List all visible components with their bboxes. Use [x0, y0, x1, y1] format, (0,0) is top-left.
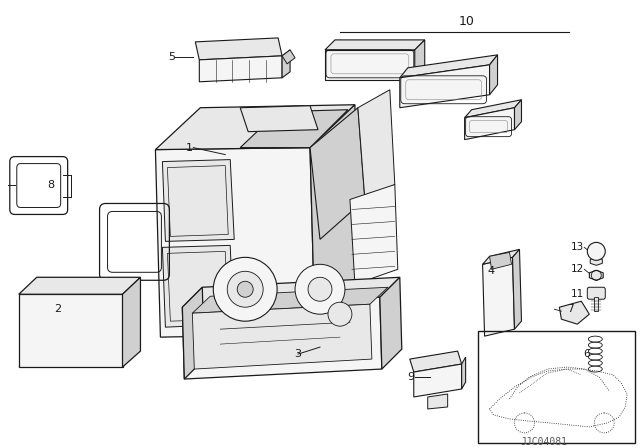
Bar: [595, 297, 598, 311]
Polygon shape: [465, 108, 515, 140]
Text: 9: 9: [408, 372, 415, 382]
Polygon shape: [589, 270, 603, 280]
Polygon shape: [461, 357, 466, 389]
Circle shape: [308, 277, 332, 301]
Text: JJC04081: JJC04081: [521, 437, 568, 447]
Text: 3: 3: [294, 349, 301, 359]
Polygon shape: [490, 55, 497, 95]
Polygon shape: [483, 250, 520, 264]
Circle shape: [213, 257, 277, 321]
Polygon shape: [193, 287, 388, 313]
Circle shape: [328, 302, 352, 326]
Text: 8: 8: [47, 180, 54, 190]
Polygon shape: [156, 148, 315, 337]
Polygon shape: [182, 277, 400, 307]
Polygon shape: [400, 55, 497, 78]
Polygon shape: [380, 277, 402, 369]
Polygon shape: [350, 185, 398, 284]
Polygon shape: [465, 100, 522, 118]
Polygon shape: [590, 257, 602, 265]
Polygon shape: [400, 65, 490, 108]
Text: 12: 12: [571, 264, 584, 274]
Circle shape: [588, 242, 605, 260]
Polygon shape: [240, 110, 348, 148]
Circle shape: [295, 264, 345, 314]
Polygon shape: [163, 246, 233, 327]
Polygon shape: [122, 277, 140, 367]
Text: 4: 4: [488, 266, 495, 276]
Polygon shape: [310, 281, 368, 349]
Polygon shape: [182, 297, 382, 379]
Polygon shape: [182, 287, 204, 379]
Polygon shape: [163, 159, 234, 241]
Polygon shape: [193, 304, 372, 369]
Text: 11: 11: [571, 289, 584, 299]
Circle shape: [237, 281, 253, 297]
Text: 1: 1: [186, 142, 193, 153]
Polygon shape: [282, 50, 295, 64]
Text: 6: 6: [584, 349, 590, 359]
Bar: [477, 331, 635, 443]
FancyBboxPatch shape: [588, 287, 605, 299]
Polygon shape: [413, 364, 461, 397]
Polygon shape: [282, 50, 290, 78]
Polygon shape: [325, 50, 415, 80]
Polygon shape: [310, 105, 358, 334]
Polygon shape: [410, 351, 461, 372]
Polygon shape: [415, 40, 425, 80]
Text: 2: 2: [54, 304, 61, 314]
Text: 10: 10: [459, 15, 475, 28]
Polygon shape: [199, 56, 282, 82]
Polygon shape: [19, 294, 122, 367]
Polygon shape: [490, 252, 511, 269]
Polygon shape: [483, 257, 515, 336]
Polygon shape: [156, 105, 355, 150]
Polygon shape: [240, 106, 318, 132]
Polygon shape: [195, 38, 282, 60]
Polygon shape: [325, 40, 425, 50]
Polygon shape: [559, 301, 589, 324]
Polygon shape: [19, 277, 140, 294]
Text: 13: 13: [571, 242, 584, 252]
Polygon shape: [515, 100, 522, 129]
Text: 5: 5: [168, 52, 175, 62]
Text: 7: 7: [567, 304, 573, 314]
Polygon shape: [310, 108, 365, 239]
Circle shape: [227, 271, 263, 307]
Polygon shape: [358, 90, 395, 199]
Polygon shape: [513, 250, 522, 329]
Polygon shape: [428, 394, 447, 409]
